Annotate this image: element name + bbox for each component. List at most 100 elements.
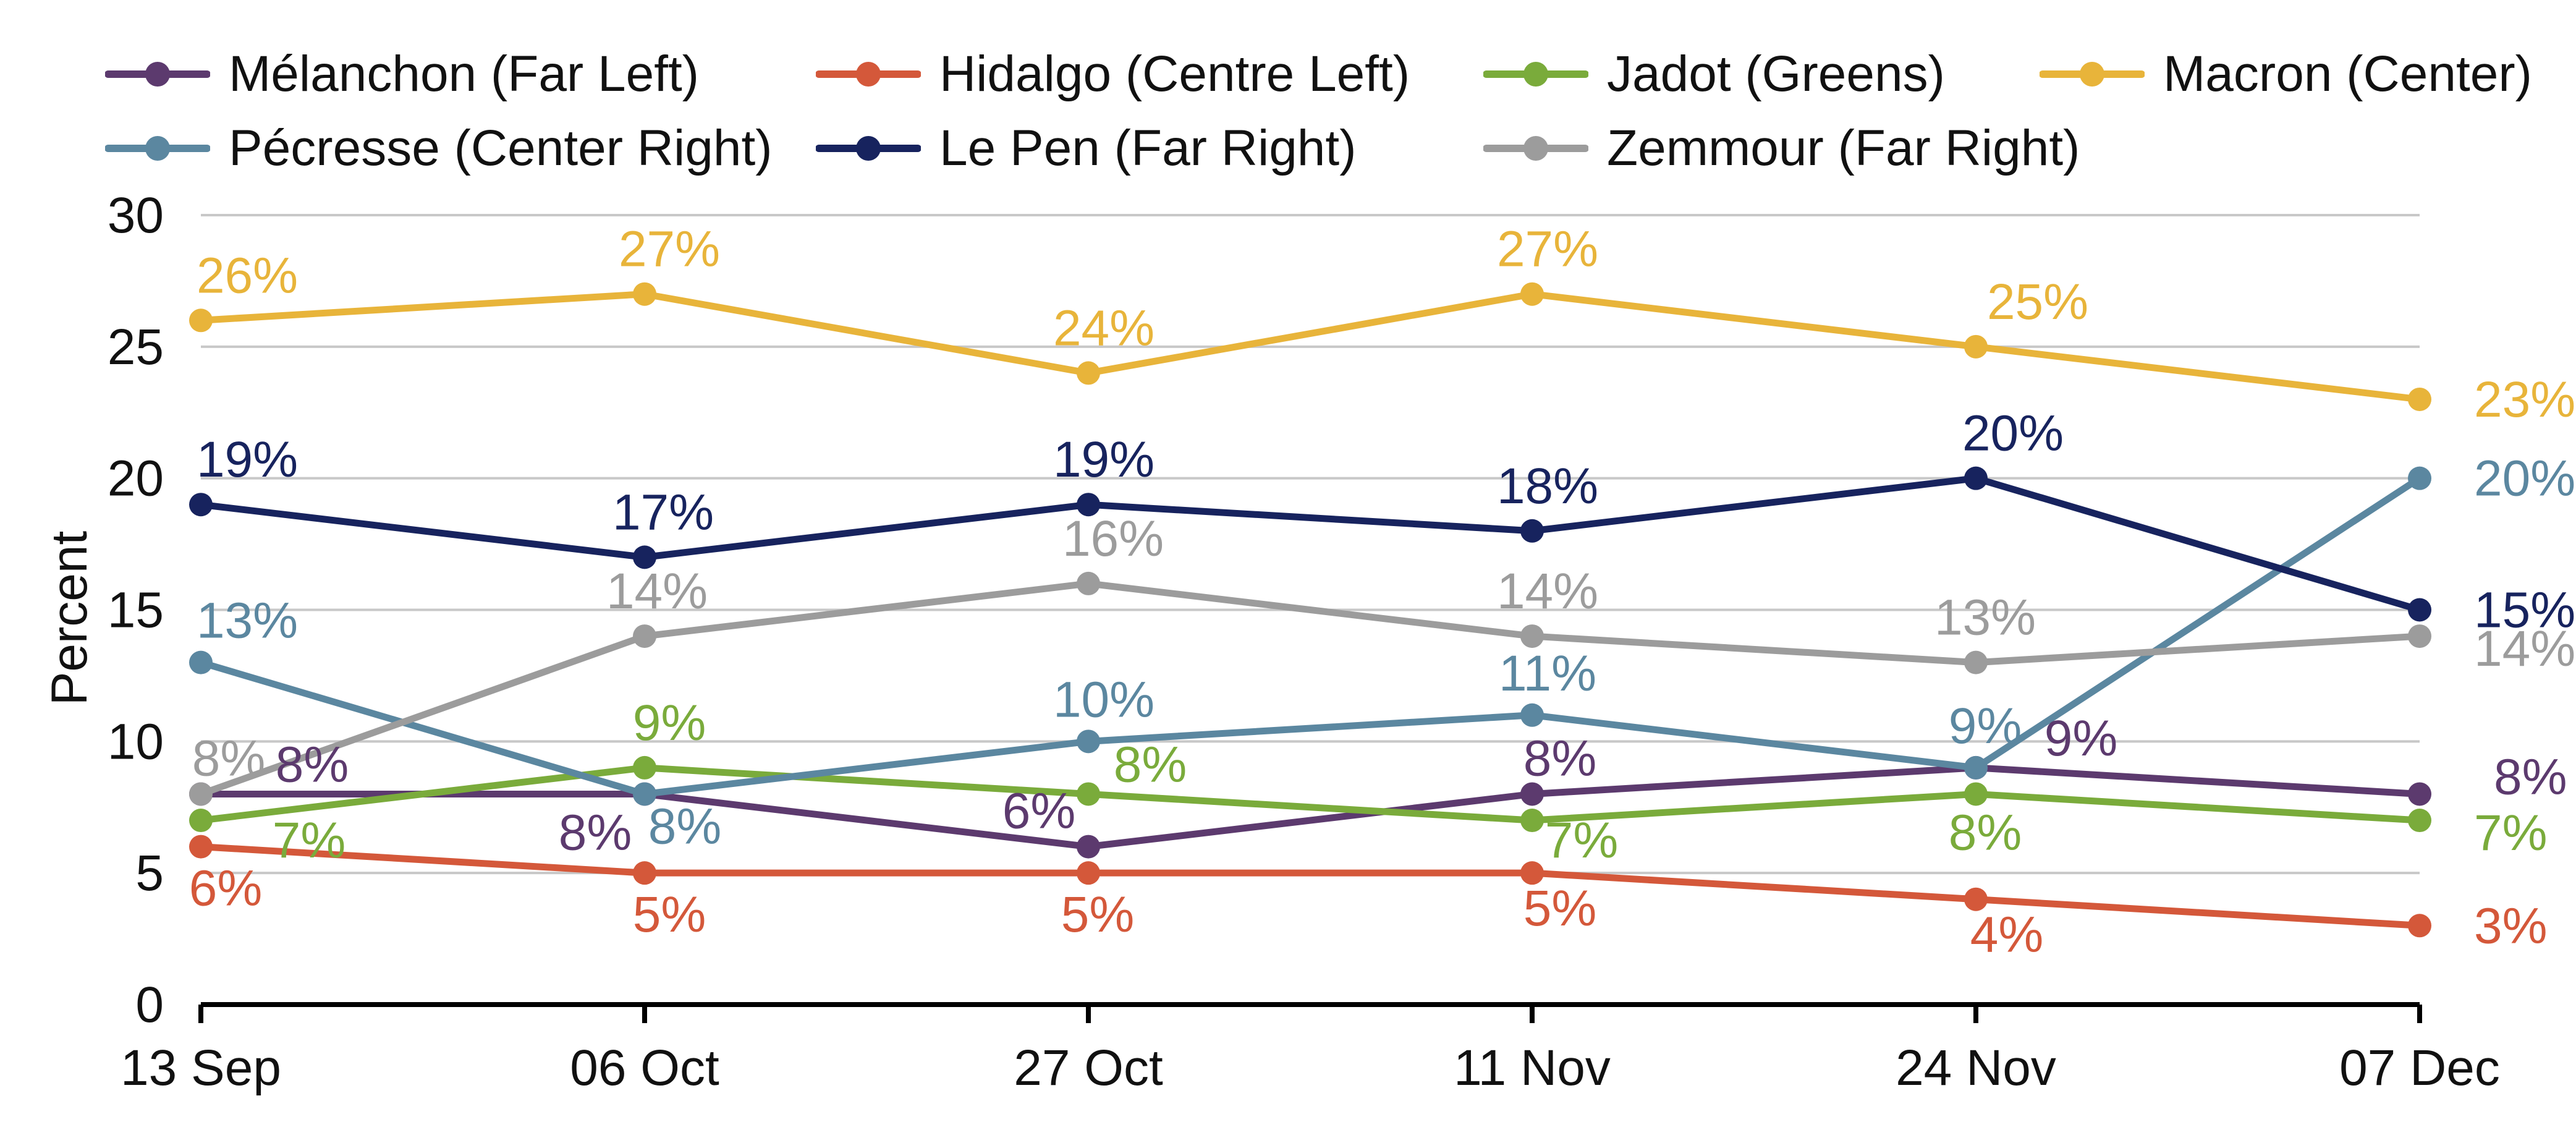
data-point — [1077, 571, 1100, 595]
series-line — [201, 764, 2420, 851]
legend-item-jadot-greens: Jadot (Greens) — [1483, 37, 1945, 111]
data-labels: 8%8% 6%8% 9%8%6% 5% 5% 5% 4% 3%7%9%8%7% 8% 7%26% 2… — [189, 221, 2575, 963]
data-label: 24% — [1053, 300, 1155, 356]
data-label: 8% — [1523, 730, 1597, 786]
data-label: 7% — [1545, 812, 1619, 869]
legend-swatch — [105, 62, 210, 87]
legend-swatch — [2040, 62, 2145, 87]
data-point — [189, 650, 213, 674]
data-point — [189, 308, 213, 333]
data-label: 6% — [189, 861, 263, 917]
data-label: 6% — [1002, 783, 1076, 840]
data-point — [1520, 282, 1544, 306]
y-axis-label: Percent — [41, 530, 98, 705]
y-tick-label: 15 — [108, 582, 164, 639]
data-label: 3% — [2474, 898, 2548, 954]
legend-swatch — [816, 62, 921, 87]
data-label: 19% — [197, 431, 298, 488]
y-axis-ticks: 0 5 10 15 20 25 30 — [108, 187, 164, 1033]
data-label: 16% — [1062, 511, 1164, 567]
x-tick-label: 11 Nov — [1454, 1040, 1611, 1096]
series-line — [200, 475, 2422, 797]
data-point — [633, 861, 656, 885]
data-label: 13% — [1934, 590, 2036, 646]
data-point — [189, 835, 213, 859]
legend-item-macron-center: Macron (Center) — [2040, 37, 2532, 111]
legend: Mélanchon (Far Left) Hidalgo (Centre Left… — [105, 37, 2571, 185]
data-point — [1520, 703, 1544, 727]
series-line — [200, 843, 2420, 929]
data-label: 27% — [619, 221, 720, 278]
y-tick-label: 25 — [108, 319, 164, 375]
x-tick-label: 27 Oct — [1014, 1040, 1163, 1096]
data-point — [1964, 782, 1988, 806]
series-pecresse-center-right — [189, 466, 2431, 806]
series-le-pen-far-right — [189, 466, 2431, 622]
data-label: 7% — [273, 812, 346, 869]
data-label: 5% — [633, 886, 706, 943]
x-tick-label: 24 Nov — [1896, 1040, 2056, 1096]
data-point — [2408, 782, 2431, 806]
legend-item-le-pen-far-right: Le Pen (Far Right) — [816, 111, 1357, 185]
y-tick-label: 30 — [108, 187, 164, 244]
data-label: 9% — [1949, 698, 2022, 754]
legend-label: Macron (Center) — [2163, 46, 2532, 102]
data-label: 25% — [1987, 274, 2088, 330]
series-zemmour-far-right — [189, 571, 2431, 806]
data-label: 10% — [1053, 671, 1155, 728]
x-tick-label: 06 Oct — [570, 1040, 719, 1096]
data-label: 15% — [2474, 582, 2575, 639]
data-point — [2408, 387, 2431, 411]
series-hidalgo-centre-left — [189, 835, 2431, 938]
data-point — [2408, 809, 2431, 833]
legend-label: Pécresse (Center Right) — [229, 120, 773, 176]
legend-label: Mélanchon (Far Left) — [229, 46, 700, 102]
data-point — [189, 493, 213, 517]
data-label: 23% — [2474, 372, 2575, 428]
legend-item-pecresse-center-right: Pécresse (Center Right) — [105, 111, 773, 185]
data-label: 7% — [2474, 805, 2548, 861]
series-line — [200, 580, 2420, 797]
legend-label: Le Pen (Far Right) — [939, 120, 1357, 176]
data-label: 5% — [1061, 886, 1135, 943]
data-label: 14% — [2474, 621, 2575, 677]
data-point — [1077, 729, 1100, 754]
data-point — [1964, 887, 1988, 911]
legend-swatch — [1483, 136, 1588, 161]
data-label: 14% — [1497, 563, 1598, 619]
data-point — [1964, 334, 1988, 359]
data-point — [1520, 861, 1544, 885]
legend-swatch — [105, 136, 210, 161]
legend-item-melanchon-far-left: Mélanchon (Far Left) — [105, 37, 699, 111]
data-label: 8% — [2494, 749, 2567, 805]
data-label: 11% — [1499, 645, 1596, 702]
data-point — [189, 809, 213, 833]
series-line — [200, 764, 2420, 824]
data-point — [1077, 361, 1100, 385]
series-jadot-greens — [189, 755, 2431, 833]
x-tick-label: 13 Sep — [121, 1040, 281, 1096]
legend-label: Hidalgo (Centre Left) — [939, 46, 1410, 102]
legend-label: Jadot (Greens) — [1607, 46, 1945, 102]
data-label: 14% — [606, 563, 708, 619]
series-group — [189, 282, 2431, 938]
x-tick-label: 07 Dec — [2339, 1040, 2500, 1096]
data-label: 4% — [1970, 907, 2044, 963]
data-label: 9% — [633, 695, 706, 751]
data-point — [1964, 650, 1988, 674]
data-point — [2408, 914, 2431, 938]
y-tick-label: 20 — [108, 451, 164, 507]
data-point — [1077, 782, 1100, 806]
data-label: 13% — [197, 593, 298, 649]
data-label: 18% — [1497, 458, 1598, 514]
y-tick-label: 5 — [135, 845, 164, 901]
data-label: 9% — [2044, 710, 2118, 767]
data-label: 20% — [1962, 406, 2064, 462]
series-line — [200, 291, 2420, 403]
data-point — [633, 782, 656, 806]
data-point — [1077, 835, 1100, 859]
legend-item-hidalgo-centre-left: Hidalgo (Centre Left) — [816, 37, 1410, 111]
data-point — [1964, 755, 1988, 780]
data-label: 8% — [192, 730, 266, 786]
data-point — [633, 545, 656, 569]
